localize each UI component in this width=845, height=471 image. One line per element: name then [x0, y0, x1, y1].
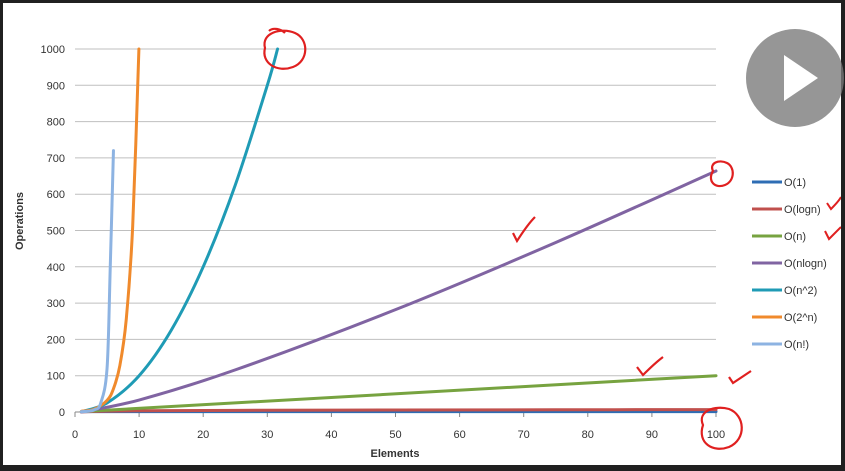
x-tick-label: 30	[261, 429, 273, 441]
x-tick-label: 50	[389, 429, 401, 441]
y-tick-label: 200	[47, 334, 65, 346]
x-tick-label: 90	[646, 429, 658, 441]
x-tick-label: 100	[707, 429, 725, 441]
legend-label: O(n)	[784, 231, 806, 243]
check-annotation-n-end	[728, 370, 752, 385]
circle-annotation-nlogn-end	[709, 160, 734, 188]
legend-item-o-n: O(n!)	[752, 339, 809, 351]
legend: O(1) O(logn) O(n) O(nlogn) O(n^2) O(2^n) O(n!)	[752, 177, 827, 351]
legend-label: O(n!)	[784, 339, 809, 351]
complexity-line-chart: 0 100 200 300 400 500 600 700 800 900 1000 0 10 20 30…	[14, 27, 842, 460]
check-annotation-legend-n	[824, 226, 842, 241]
y-tick-label: 1000	[41, 44, 65, 56]
y-tick-label: 700	[47, 153, 65, 165]
x-tick-label: 0	[72, 429, 78, 441]
y-tick-labels: 0 100 200 300 400 500 600 700 800 900 1000	[41, 44, 65, 419]
series-line-o-n	[79, 149, 115, 414]
y-tick-label: 0	[59, 407, 65, 419]
y-tick-label: 800	[47, 117, 65, 129]
legend-label: O(2^n)	[784, 312, 817, 324]
series-line-o-n	[79, 374, 718, 414]
x-tick-label: 10	[133, 429, 145, 441]
legend-label: O(nlogn)	[784, 258, 827, 270]
legend-item-o-2-n: O(2^n)	[752, 312, 817, 324]
play-button[interactable]	[746, 29, 844, 127]
legend-label: O(1)	[784, 177, 806, 189]
check-annotation-nlogn	[512, 216, 536, 244]
legend-label: O(n^2)	[784, 285, 817, 297]
y-axis-title: Operations	[14, 192, 26, 250]
legend-item-o-n-2: O(n^2)	[752, 285, 817, 297]
x-tick-label: 60	[453, 429, 465, 441]
check-annotation-n	[636, 356, 664, 377]
x-tick-label: 70	[518, 429, 530, 441]
legend-item-o-logn: O(logn)	[752, 204, 821, 216]
handwritten-annotations	[263, 27, 842, 450]
x-tick-label: 40	[325, 429, 337, 441]
y-tick-label: 900	[47, 80, 65, 92]
circle-annotation-x100	[700, 406, 743, 450]
chart-area: 0 100 200 300 400 500 600 700 800 900 1000 0 10 20 30…	[3, 3, 842, 465]
check-annotation-legend-logn	[826, 196, 842, 211]
y-tick-label: 400	[47, 262, 65, 274]
circle-annotation-n2-top	[263, 27, 307, 70]
legend-item-o-n: O(n)	[752, 231, 806, 243]
legend-label: O(logn)	[784, 204, 821, 216]
x-tick-label: 20	[197, 429, 209, 441]
series-line-o-nlogn	[79, 169, 718, 414]
y-tick-label: 500	[47, 226, 65, 238]
y-tick-label: 600	[47, 189, 65, 201]
legend-item-o-1: O(1)	[752, 177, 806, 189]
x-tick-label: 80	[582, 429, 594, 441]
y-tick-label: 100	[47, 371, 65, 383]
x-tick-labels: 0 10 20 30 40 50 60 70 80 90 100	[72, 412, 725, 441]
series-lines	[79, 47, 718, 414]
series-line-o-n-2	[79, 47, 280, 414]
play-icon	[784, 55, 818, 101]
legend-item-o-nlogn: O(nlogn)	[752, 258, 827, 270]
x-axis-title: Elements	[371, 448, 420, 460]
gridlines	[75, 48, 716, 413]
y-tick-label: 300	[47, 298, 65, 310]
